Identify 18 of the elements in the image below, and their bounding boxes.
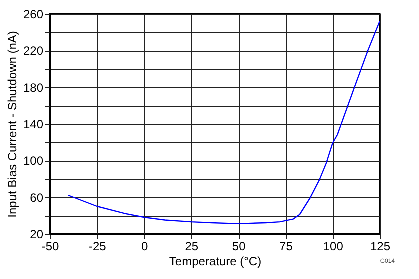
y-tick-label: 100: [23, 154, 44, 168]
x-tick-label: 75: [280, 240, 294, 254]
x-tick-label: 50: [232, 240, 246, 254]
x-tick-label: 100: [323, 240, 344, 254]
x-tick-label: -25: [88, 240, 107, 254]
y-tick-label: 140: [23, 118, 44, 132]
y-tick-label: 220: [23, 44, 44, 58]
line-series: [68, 20, 381, 225]
y-tick-label: 260: [23, 8, 44, 22]
x-tick-label: -50: [42, 240, 60, 254]
y-tick-label: 180: [23, 80, 44, 95]
x-axis-title: Temperature (°C): [169, 254, 262, 268]
y-tick-label: 60: [30, 190, 44, 205]
y-tick-label: 20: [30, 228, 44, 242]
x-tick-label: 125: [370, 240, 391, 254]
x-tick-label: 0: [141, 240, 148, 254]
y-axis-title: Input Bias Current - Shutdown (nA): [5, 31, 20, 218]
x-tick-label: 25: [185, 240, 199, 254]
